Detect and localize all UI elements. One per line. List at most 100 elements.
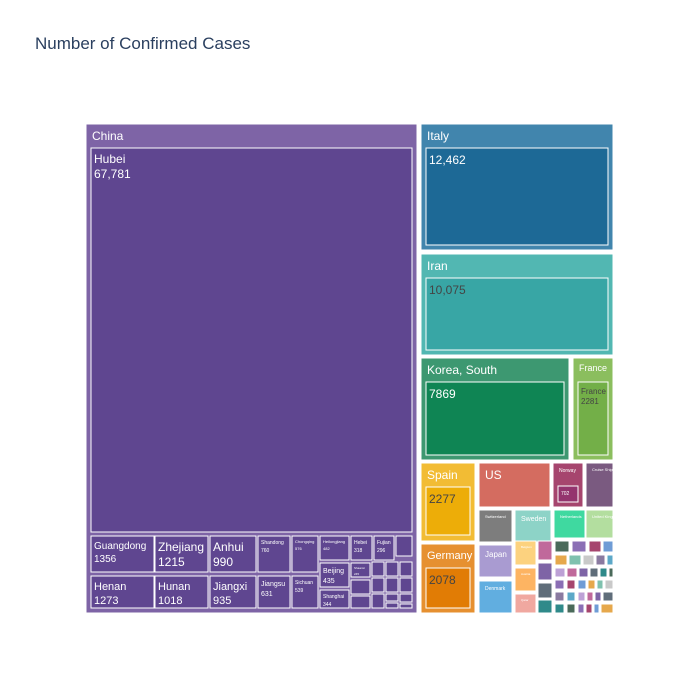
leaf-china-small[interactable] [372,578,384,592]
leaf-value-france: 2281 [581,397,599,406]
leaf-small-country[interactable] [596,555,605,565]
group-qatar[interactable] [515,594,536,613]
leaf-name-china-hubei: Hubei [94,152,125,166]
leaf-value-china-shaanxi: 245 [354,572,359,576]
group-label-iran: Iran [427,259,448,273]
leaf-name-china-zhejiang: Zhejiang [158,540,204,554]
group-label-us: US [485,468,502,482]
leaf-small-country[interactable] [583,555,594,565]
group-sweden[interactable] [515,510,551,542]
leaf-small-country[interactable] [588,580,595,589]
leaf-small-country[interactable] [603,541,613,552]
leaf-small-country[interactable] [578,592,585,601]
leaf-small-country[interactable] [572,541,586,552]
leaf-name-china-chongqing: Chongqing [295,539,314,544]
group-label-korea-south: Korea, South [427,363,497,377]
group-label-sweden: Sweden [521,516,546,523]
group-label-netherlands: Netherlands [560,514,582,519]
leaf-name-china-heilongjiang: Heilongjiang [323,539,345,544]
leaf-name-china-shanghai: Shanghai [323,594,344,600]
leaf-china-small[interactable] [351,596,370,608]
leaf-small-country[interactable] [594,604,599,613]
leaf-china-hubei[interactable] [91,148,412,532]
leaf-value-china-beijing: 435 [323,578,335,585]
leaf-small-country[interactable] [569,555,581,565]
leaf-name-china-henan: Henan [94,581,126,593]
leaf-small-country[interactable] [555,580,564,589]
leaf-value-china-shandong: 760 [261,548,270,554]
leaf-value-norway: 702 [561,491,570,497]
leaf-small-country[interactable] [555,555,567,565]
leaf-small-country[interactable] [605,580,613,589]
leaf-value-china-zhejiang: 1215 [158,555,185,569]
leaf-small-country[interactable] [579,568,588,577]
leaf-value-china-hunan: 1018 [158,595,182,607]
leaf-small-country[interactable] [590,568,598,577]
leaf-value-italy: 12,462 [429,153,466,167]
group-label-china: China [92,129,124,143]
group-label-cruise-ship: Cruise Ship [592,467,613,472]
leaf-value-china-anhui: 990 [213,555,233,569]
leaf-small-country[interactable] [538,583,552,598]
leaf-small-country[interactable] [555,541,569,552]
group-label-qatar: Qatar [521,598,529,602]
leaf-small-country[interactable] [538,600,552,613]
leaf-small-country[interactable] [586,604,592,613]
leaf-value-germany: 2078 [429,573,456,587]
leaf-name-china-shaanxi: Shaanxi [354,566,365,570]
leaf-small-country[interactable] [555,604,564,613]
leaf-china-small[interactable] [386,603,398,608]
leaf-small-country[interactable] [555,592,564,601]
leaf-name-china-jiangsu: Jiangsu [261,581,285,588]
leaf-small-country[interactable] [567,604,575,613]
leaf-small-country[interactable] [597,580,603,589]
leaf-small-country[interactable] [567,568,577,577]
leaf-small-country[interactable] [587,592,593,601]
leaf-china-small[interactable] [396,536,412,556]
leaf-name-china-shandong: Shandong [261,540,284,546]
leaf-value-china-sichuan: 539 [295,588,304,594]
leaf-small-country[interactable] [601,604,613,613]
leaf-small-country[interactable] [595,592,601,601]
leaf-small-country[interactable] [578,580,586,589]
leaf-china-small[interactable] [372,562,384,576]
leaf-small-country[interactable] [603,592,613,601]
leaf-name-china-beijing: Beijing [323,568,344,575]
group-label-belgium: Belgium [521,545,532,549]
leaf-name-china-hunan: Hunan [158,581,190,593]
leaf-china-small[interactable] [351,580,370,594]
leaf-name-china-jiangxi: Jiangxi [213,581,247,593]
leaf-small-country[interactable] [567,580,575,589]
group-label-united-kingdom: United Kingdom [592,514,621,519]
leaf-small-country[interactable] [589,541,601,552]
leaf-china-small[interactable] [400,604,412,608]
leaf-small-country[interactable] [609,568,613,577]
leaf-small-country[interactable] [578,604,584,613]
leaf-value-china-shanghai: 344 [323,602,332,608]
group-label-denmark: Denmark [485,586,506,592]
leaf-china-small[interactable] [372,594,384,608]
leaf-china-small[interactable] [386,578,398,592]
leaf-china-small[interactable] [386,562,398,576]
leaf-small-country[interactable] [538,541,552,560]
leaf-china-small[interactable] [386,594,398,601]
leaf-name-china-hebei: Hebei [354,540,367,546]
group-label-japan: Japan [485,550,507,559]
leaf-value-china-fujian: 296 [377,548,386,554]
leaf-china-small[interactable] [400,562,412,576]
group-label-norway: Norway [559,468,576,474]
leaf-small-country[interactable] [567,592,575,601]
leaf-value-china-guangdong: 1356 [94,554,117,565]
group-label-italy: Italy [427,129,449,143]
leaf-value-china-jiangxi: 935 [213,595,231,607]
group-label-switzerland: Switzerland [485,514,506,519]
leaf-small-country[interactable] [607,555,613,565]
group-label-france: France [579,363,607,373]
leaf-small-country[interactable] [538,563,552,580]
leaf-china-small[interactable] [400,578,412,592]
leaf-china-small[interactable] [400,594,412,602]
leaf-small-country[interactable] [555,568,565,577]
leaf-name-china-sichuan: Sichuan [295,580,313,586]
leaf-small-country[interactable] [600,568,607,577]
leaf-name-france: France [581,387,606,396]
